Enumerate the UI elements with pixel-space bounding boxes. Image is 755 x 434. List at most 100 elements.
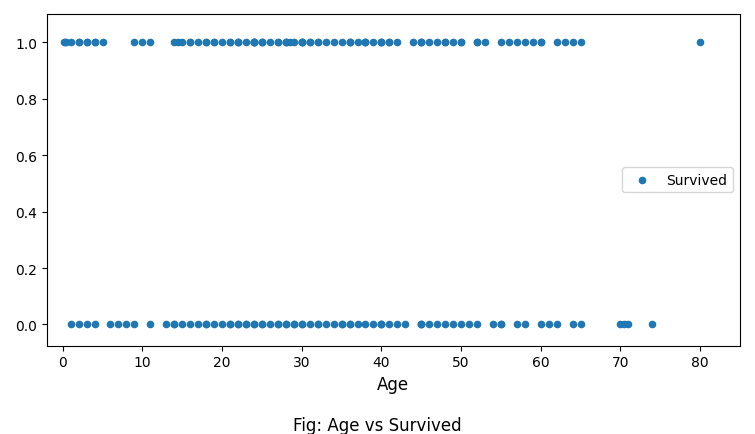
Survived: [192, 39, 204, 46]
Survived: [359, 321, 371, 328]
Survived: [248, 321, 260, 328]
Survived: [172, 39, 184, 46]
Survived: [144, 321, 156, 328]
Survived: [328, 39, 340, 46]
Survived: [304, 39, 316, 46]
Survived: [81, 321, 93, 328]
Survived: [137, 39, 149, 46]
Survived: [424, 321, 436, 328]
Survived: [232, 39, 244, 46]
Survived: [144, 39, 156, 46]
Survived: [232, 39, 244, 46]
Survived: [224, 321, 236, 328]
Survived: [566, 39, 578, 46]
Survived: [304, 39, 316, 46]
Survived: [58, 39, 70, 46]
Survived: [296, 39, 308, 46]
Survived: [550, 39, 562, 46]
Survived: [72, 39, 85, 46]
Survived: [263, 39, 276, 46]
Survived: [256, 321, 268, 328]
Survived: [511, 39, 523, 46]
Survived: [232, 39, 244, 46]
Survived: [312, 321, 324, 328]
Survived: [168, 321, 180, 328]
Survived: [288, 321, 300, 328]
Survived: [168, 39, 180, 46]
Survived: [344, 39, 356, 46]
Survived: [431, 39, 443, 46]
Survived: [471, 321, 483, 328]
Survived: [97, 39, 109, 46]
Survived: [335, 321, 347, 328]
Survived: [439, 321, 451, 328]
Survived: [344, 321, 356, 328]
Survived: [248, 39, 260, 46]
Survived: [232, 321, 244, 328]
Survived: [280, 39, 292, 46]
Survived: [424, 39, 436, 46]
Survived: [288, 39, 300, 46]
Survived: [216, 321, 228, 328]
Survived: [368, 321, 380, 328]
Survived: [184, 39, 196, 46]
Survived: [352, 39, 364, 46]
Survived: [415, 321, 427, 328]
Survived: [248, 39, 260, 46]
Survived: [160, 321, 172, 328]
Survived: [535, 39, 547, 46]
X-axis label: Age: Age: [378, 375, 409, 393]
Survived: [319, 321, 331, 328]
Survived: [224, 39, 236, 46]
Survived: [375, 39, 387, 46]
Survived: [359, 39, 371, 46]
Survived: [65, 321, 77, 328]
Survived: [384, 39, 396, 46]
Survived: [415, 39, 427, 46]
Survived: [415, 321, 427, 328]
Survived: [463, 321, 475, 328]
Survived: [240, 39, 252, 46]
Survived: [280, 321, 292, 328]
Survived: [128, 321, 140, 328]
Survived: [535, 39, 547, 46]
Survived: [407, 39, 419, 46]
Survived: [208, 321, 220, 328]
Survived: [359, 39, 371, 46]
Survived: [200, 39, 212, 46]
Survived: [344, 39, 356, 46]
Survived: [296, 39, 308, 46]
Survived: [439, 39, 451, 46]
Survived: [495, 321, 507, 328]
Survived: [415, 39, 427, 46]
Survived: [335, 321, 347, 328]
Survived: [566, 321, 578, 328]
Survived: [176, 39, 188, 46]
Survived: [455, 39, 467, 46]
Survived: [72, 39, 85, 46]
Survived: [272, 321, 284, 328]
Survived: [575, 39, 587, 46]
Survived: [368, 39, 380, 46]
Survived: [284, 39, 296, 46]
Survived: [88, 321, 100, 328]
Survived: [511, 321, 523, 328]
Survived: [575, 321, 587, 328]
Survived: [60, 39, 72, 46]
Survived: [184, 321, 196, 328]
Survived: [128, 39, 140, 46]
Survived: [256, 39, 268, 46]
Survived: [415, 39, 427, 46]
Survived: [112, 321, 125, 328]
Survived: [391, 39, 403, 46]
Survived: [615, 321, 627, 328]
Survived: [543, 321, 555, 328]
Survived: [192, 321, 204, 328]
Survived: [646, 321, 658, 328]
Survived: [248, 39, 260, 46]
Survived: [495, 321, 507, 328]
Survived: [216, 39, 228, 46]
Survived: [120, 321, 132, 328]
Survived: [280, 39, 292, 46]
Survived: [391, 321, 403, 328]
